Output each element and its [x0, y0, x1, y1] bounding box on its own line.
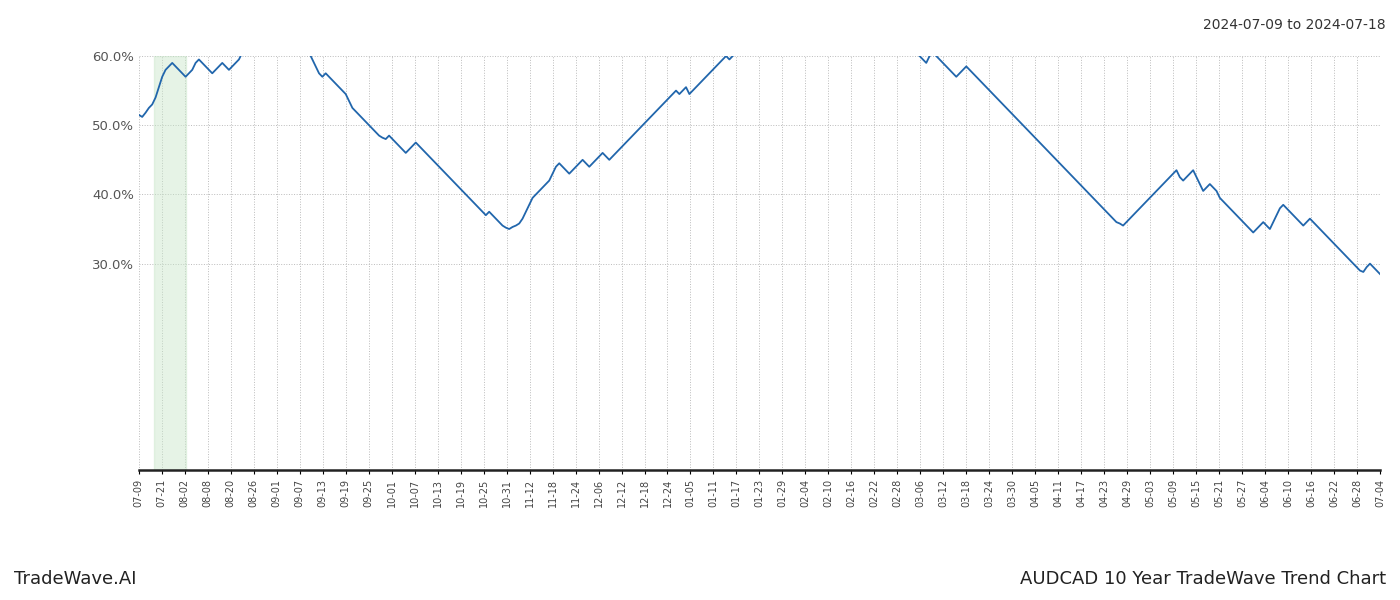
Text: AUDCAD 10 Year TradeWave Trend Chart: AUDCAD 10 Year TradeWave Trend Chart: [1019, 570, 1386, 588]
Bar: [154, 56, 186, 470]
Text: TradeWave.AI: TradeWave.AI: [14, 570, 137, 588]
Text: 2024-07-09 to 2024-07-18: 2024-07-09 to 2024-07-18: [1204, 18, 1386, 32]
